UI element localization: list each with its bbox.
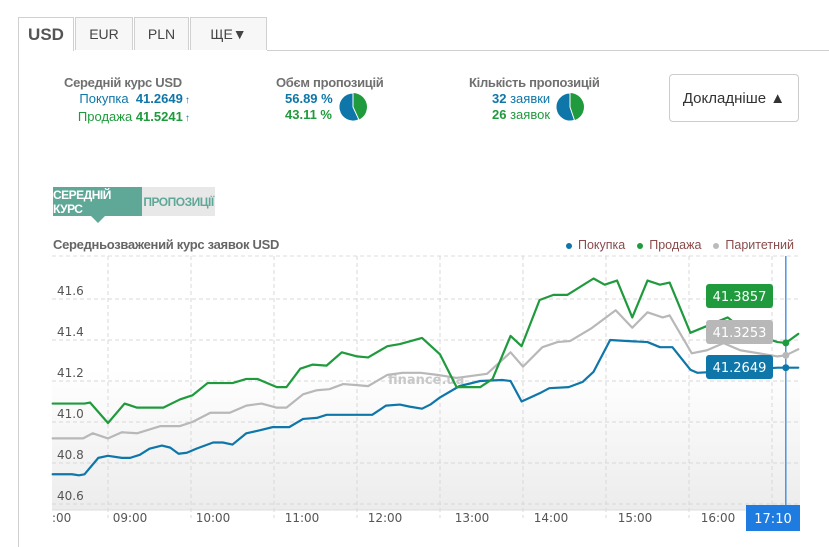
x-tick-label: 11:00 — [285, 511, 320, 525]
series-line-buy — [51, 338, 800, 477]
tab-pln[interactable]: PLN — [134, 17, 189, 50]
cursor-time-badge — [746, 505, 800, 531]
arrow-up-icon: ↑ — [184, 95, 190, 106]
pie-buy-slice — [338, 92, 360, 122]
y-tick-label: 40.8 — [57, 448, 84, 462]
tabs-divider — [267, 50, 829, 51]
cursor-point-buy — [782, 364, 790, 372]
sell-count-unit: заявок — [510, 107, 551, 122]
value-label-parity: 41.3253 — [713, 326, 767, 341]
average-rate-block: Середній курс USD Покупка 41.2649 ↑ Прода… — [64, 75, 190, 127]
tab-more[interactable]: ЩЕ▼ — [190, 17, 267, 50]
tab-eur[interactable]: EUR — [75, 17, 133, 50]
legend-buy[interactable]: Покупка — [565, 238, 626, 252]
y-tick-label: 40.6 — [57, 489, 84, 503]
series-line-parity — [51, 309, 800, 440]
buy-count-unit: заявки — [510, 91, 551, 106]
buy-label: Покупка — [79, 91, 129, 106]
x-tick-label: 13:00 — [455, 511, 490, 525]
buy-rate: 41.2649 — [135, 91, 183, 106]
count-block: Кількість пропозицій 32 заявки 26 заявок — [469, 75, 600, 123]
y-tick-label: 41.4 — [57, 325, 84, 339]
value-label-box-parity — [706, 320, 773, 344]
sell-count: 26 — [492, 107, 507, 122]
legend-sell[interactable]: Продажа — [637, 238, 701, 252]
tab-usd[interactable]: USD — [18, 17, 74, 51]
x-tick-label: 12:00 — [368, 511, 403, 525]
volume-pie-icon — [338, 92, 367, 122]
x-tick-label: :00 — [52, 511, 71, 525]
x-tick-label: 15:00 — [618, 511, 653, 525]
volume-title: Обєм пропозицій — [276, 75, 384, 90]
x-tick-label: 10:00 — [196, 511, 231, 525]
value-label-box-buy — [706, 355, 773, 379]
tab-average-rate[interactable]: СЕРЕДНІЙ КУРС — [53, 187, 142, 223]
cursor-point-sell — [782, 339, 790, 347]
sell-label: Продажа — [77, 109, 133, 124]
legend-dot-buy — [565, 242, 572, 249]
y-tick-label: 41.0 — [57, 407, 84, 421]
tab-offers[interactable]: ПРОПОЗИЦІЇ — [142, 187, 215, 216]
legend-parity[interactable]: Паритетний — [713, 238, 794, 252]
value-label-buy: 41.2649 — [713, 361, 767, 376]
chart-title: Середньозважений курс заявок USD — [53, 237, 280, 252]
arrow-up-icon: ↑ — [184, 113, 190, 124]
count-title: Кількість пропозицій — [469, 75, 600, 90]
legend-dot-parity — [713, 242, 720, 249]
chart-legend: Покупка Продажа Паритетний — [565, 238, 794, 252]
count-pie-icon — [555, 92, 584, 122]
cursor-time-label: 17:10 — [754, 512, 791, 527]
average-rate-title: Середній курс USD — [64, 75, 182, 90]
y-tick-label: 41.2 — [57, 366, 84, 380]
series-line-sell — [51, 277, 800, 425]
pie-buy-slice — [555, 92, 576, 122]
x-tick-label: 16:00 — [701, 511, 736, 525]
volume-sell-pct: 43.11 % — [285, 107, 332, 122]
legend-parity-label: Паритетний — [725, 238, 794, 252]
buy-count: 32 — [492, 91, 507, 106]
legend-sell-label: Продажа — [649, 238, 702, 252]
details-button[interactable]: Докладніше ▲ — [669, 74, 799, 122]
value-label-sell: 41.3857 — [713, 290, 767, 305]
volume-buy-pct: 56.89 % — [285, 91, 333, 106]
x-tick-label: 14:00 — [534, 511, 569, 525]
y-tick-label: 41.6 — [57, 284, 84, 298]
panel-border — [18, 50, 19, 547]
sell-rate: 41.5241 — [135, 109, 183, 124]
legend-dot-sell — [637, 242, 644, 249]
volume-block: Обєм пропозицій 56.89 % 43.11 % — [276, 75, 384, 123]
cursor-point-parity — [782, 351, 790, 359]
legend-buy-label: Покупка — [577, 238, 626, 252]
value-label-box-sell — [706, 284, 773, 308]
x-tick-label: 09:00 — [113, 511, 148, 525]
